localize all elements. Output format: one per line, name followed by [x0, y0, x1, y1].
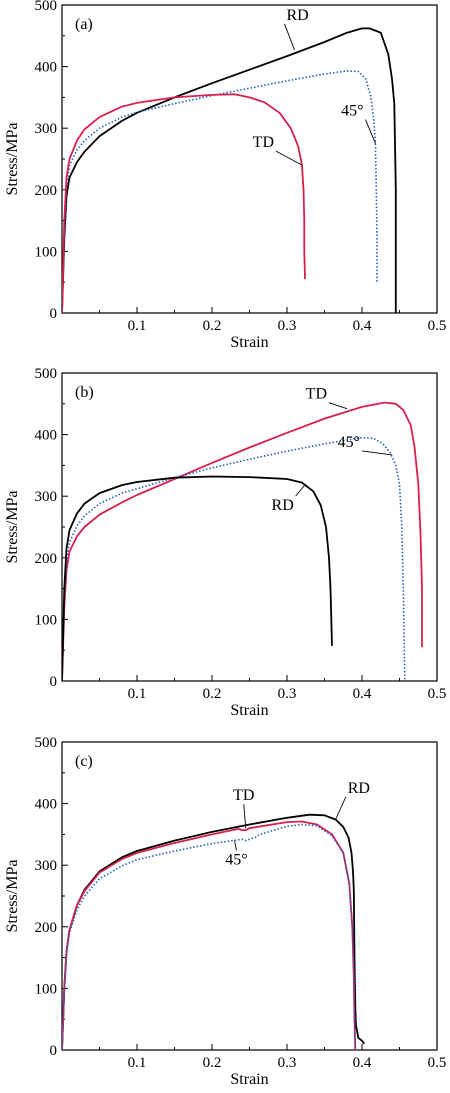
- y-axis-label: Stress/MPa: [4, 491, 21, 564]
- series-annotation: 45°: [225, 852, 247, 869]
- chart-panel-b: 0.1 0.2 0.3 0.4 0.5 0 100 200 300 400 500 Strain Str…: [4, 366, 446, 719]
- annotation-leader: [365, 119, 376, 144]
- x-axis-label: Strain: [230, 1071, 268, 1088]
- x-tick-label: 0.4: [353, 1055, 372, 1071]
- annotation-leader: [234, 840, 237, 851]
- y-axis-label: Stress/MPa: [4, 860, 21, 933]
- annotation-leader: [295, 483, 307, 497]
- series-line-td: [62, 820, 357, 1050]
- x-axis-label: Strain: [230, 702, 268, 719]
- series-annotation: TD: [253, 134, 274, 151]
- x-axis-label: Strain: [230, 334, 268, 351]
- series-annotation: RD: [348, 780, 370, 797]
- plot-frame: [61, 372, 438, 682]
- chart-panel-a: 0.1 0.2 0.3 0.4 0.5 0 100 200 300 400 500 Strain Str…: [4, 0, 446, 351]
- series-line-td: [62, 401, 423, 681]
- x-tick-label: 0.4: [353, 318, 372, 334]
- x-tick-label: 0.3: [278, 686, 297, 702]
- series-line-rd: [62, 813, 366, 1050]
- x-tick-label: 0.3: [278, 318, 297, 334]
- y-tick-label: 400: [35, 428, 58, 444]
- series-line-rd: [62, 27, 397, 313]
- y-tick-label: 500: [35, 366, 58, 382]
- y-tick-label: 200: [35, 183, 58, 199]
- y-tick-label: 300: [35, 121, 58, 137]
- y-tick-label: 0: [50, 1043, 58, 1059]
- series-line-45deg: [62, 70, 378, 313]
- series-line-rd: [62, 475, 333, 681]
- y-tick-label: 200: [35, 920, 58, 936]
- x-tick-label: 0.5: [428, 1055, 447, 1071]
- series-annotation: 45°: [341, 103, 363, 120]
- y-tick-label: 300: [35, 858, 58, 874]
- series-line-45deg: [62, 436, 406, 681]
- annotation-leader: [361, 450, 393, 456]
- series-annotation: RD: [272, 497, 294, 514]
- y-tick-label: 200: [35, 551, 58, 567]
- annotation-leader: [275, 150, 303, 166]
- annotation-leader: [328, 402, 348, 410]
- y-tick-label: 300: [35, 489, 58, 505]
- panel-label: (c): [75, 753, 93, 770]
- plot-frame: [61, 4, 438, 314]
- panel-label: (b): [75, 384, 94, 401]
- series-line-td: [62, 93, 306, 313]
- annotation-leader: [335, 796, 347, 820]
- x-tick-label: 0.1: [128, 318, 147, 334]
- x-tick-label: 0.2: [203, 686, 222, 702]
- x-tick-label: 0.5: [428, 686, 447, 702]
- series-annotation: RD: [287, 7, 309, 24]
- x-tick-label: 0.5: [428, 318, 447, 334]
- x-tick-label: 0.1: [128, 686, 147, 702]
- series-annotation: 45°: [338, 434, 360, 451]
- x-tick-label: 0.2: [203, 318, 222, 334]
- x-tick-label: 0.4: [353, 686, 372, 702]
- y-axis-label: Stress/MPa: [4, 123, 21, 196]
- y-tick-label: 100: [35, 244, 58, 260]
- annotation-leader: [243, 804, 247, 829]
- series-line-45deg: [62, 823, 357, 1050]
- panel-label: (a): [75, 16, 93, 33]
- x-tick-label: 0.1: [128, 1055, 147, 1071]
- chart-panel-c: 0.1 0.2 0.3 0.4 0.5 0 100 200 300 400 500 Strain Str…: [4, 735, 446, 1088]
- x-tick-label: 0.2: [203, 1055, 222, 1071]
- series-annotation: TD: [233, 787, 254, 804]
- y-tick-label: 100: [35, 612, 58, 628]
- y-tick-label: 0: [50, 674, 58, 690]
- y-tick-label: 500: [35, 0, 58, 14]
- y-tick-label: 400: [35, 797, 58, 813]
- x-tick-label: 0.3: [278, 1055, 297, 1071]
- y-tick-label: 0: [50, 306, 58, 322]
- y-tick-label: 500: [35, 735, 58, 751]
- annotation-leader: [284, 23, 295, 51]
- y-tick-label: 400: [35, 60, 58, 76]
- y-tick-label: 100: [35, 981, 58, 997]
- series-annotation: TD: [306, 386, 327, 403]
